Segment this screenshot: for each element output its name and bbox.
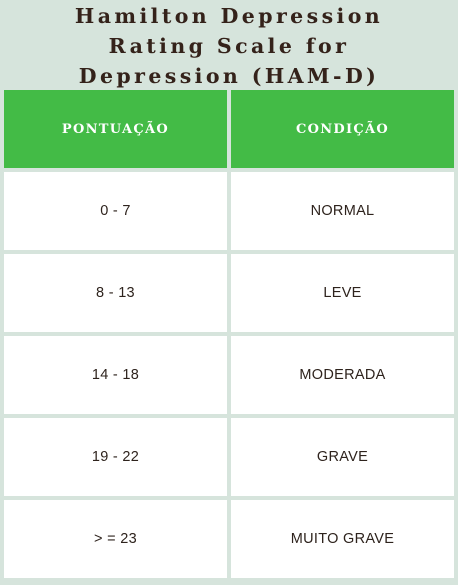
header-condition: CONDIÇÃO xyxy=(231,90,454,168)
cell-score-row-2: 8 - 13 xyxy=(4,254,227,332)
cell-condition-row-1: NORMAL xyxy=(231,172,454,250)
header-score: PONTUAÇÃO xyxy=(4,90,227,168)
score-table: PONTUAÇÃO CONDIÇÃO 0 - 7 NORMAL 8 - 13 L… xyxy=(4,90,454,578)
cell-score-row-4: 19 - 22 xyxy=(4,418,227,496)
title-line-1: Hamilton Depression xyxy=(74,4,384,28)
cell-score-row-3: 14 - 18 xyxy=(4,336,227,414)
title-line-3: Depression (HAM-D) xyxy=(78,64,380,88)
cell-condition-row-2: LEVE xyxy=(231,254,454,332)
page-title: Hamilton Depression Rating Scale for Dep… xyxy=(0,1,458,91)
title-line-2: Rating Scale for xyxy=(108,34,350,58)
cell-condition-row-3: MODERADA xyxy=(231,336,454,414)
cell-condition-row-5: MUITO GRAVE xyxy=(231,500,454,578)
cell-condition-row-4: GRAVE xyxy=(231,418,454,496)
cell-score-row-5: > = 23 xyxy=(4,500,227,578)
cell-score-row-1: 0 - 7 xyxy=(4,172,227,250)
